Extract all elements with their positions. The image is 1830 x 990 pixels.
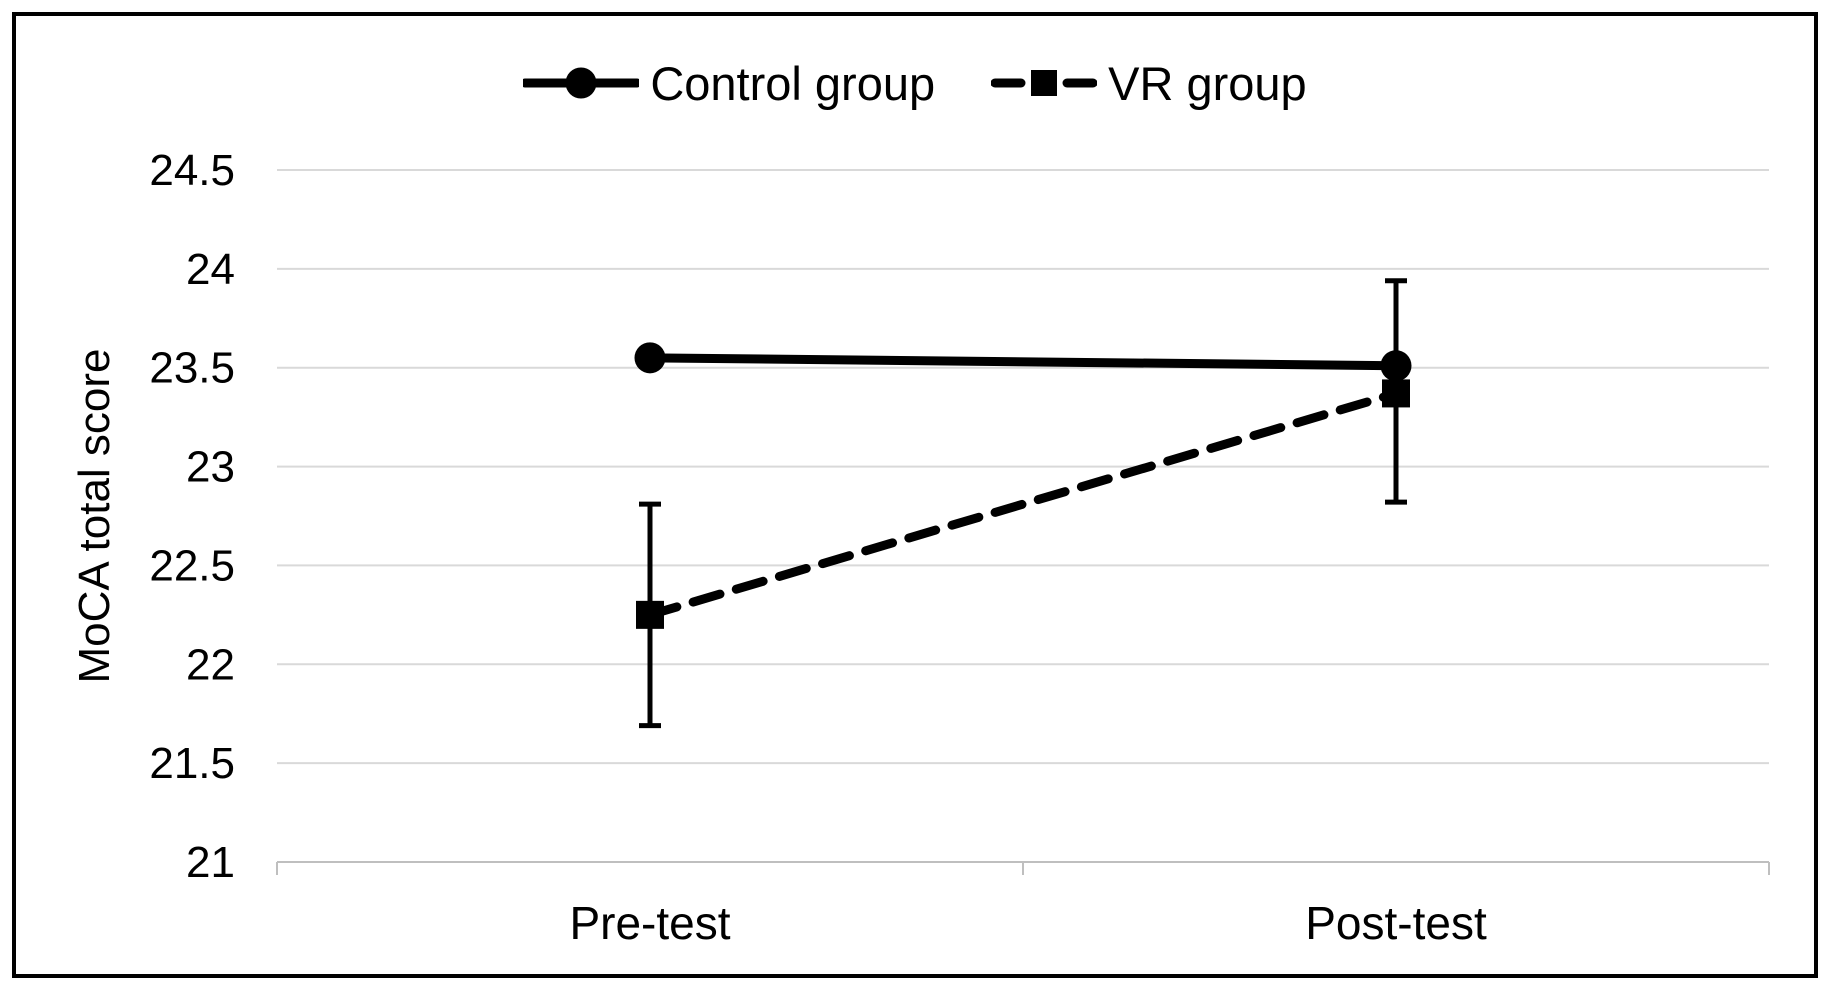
y-tick-label: 22 xyxy=(186,640,235,689)
y-axis-tick-labels: 21 21.5 22 22.5 23 23.5 24 24.5 xyxy=(149,146,235,887)
dashed-line-square-icon xyxy=(991,70,1098,96)
y-axis-title: MoCA total score xyxy=(70,348,119,684)
series-markers-control-group xyxy=(634,342,1412,382)
legend: Control group VR group xyxy=(0,48,1830,118)
solid-line-circle-icon xyxy=(523,67,640,99)
x-axis-label-post-test: Post-test xyxy=(1305,897,1487,949)
y-tick-label: 24.5 xyxy=(149,146,235,195)
series-line-vr-group xyxy=(645,388,1401,620)
y-tick-label: 22.5 xyxy=(149,541,235,590)
legend-label-control-group: Control group xyxy=(650,56,936,110)
square-marker xyxy=(636,600,664,629)
y-tick-label: 21.5 xyxy=(149,739,235,788)
gridlines xyxy=(277,169,1769,863)
x-axis-tick-marks xyxy=(276,862,1770,875)
y-tick-label: 24 xyxy=(186,245,235,294)
circle-marker xyxy=(1380,350,1412,382)
square-marker xyxy=(1382,379,1410,408)
legend-label-vr-group: VR group xyxy=(1108,56,1307,110)
series-markers-vr-group xyxy=(636,379,1410,629)
legend-item-control-group: Control group xyxy=(523,60,935,107)
y-tick-label: 23 xyxy=(186,443,235,492)
legend-item-vr-group: VR group xyxy=(991,60,1307,107)
y-tick-label: 21 xyxy=(186,838,235,887)
circle-marker xyxy=(634,342,666,374)
series-line-control-group xyxy=(645,353,1401,371)
y-tick-label: 23.5 xyxy=(149,344,235,393)
figure-border xyxy=(12,12,1818,978)
x-axis-label-pre-test: Pre-test xyxy=(569,897,731,949)
